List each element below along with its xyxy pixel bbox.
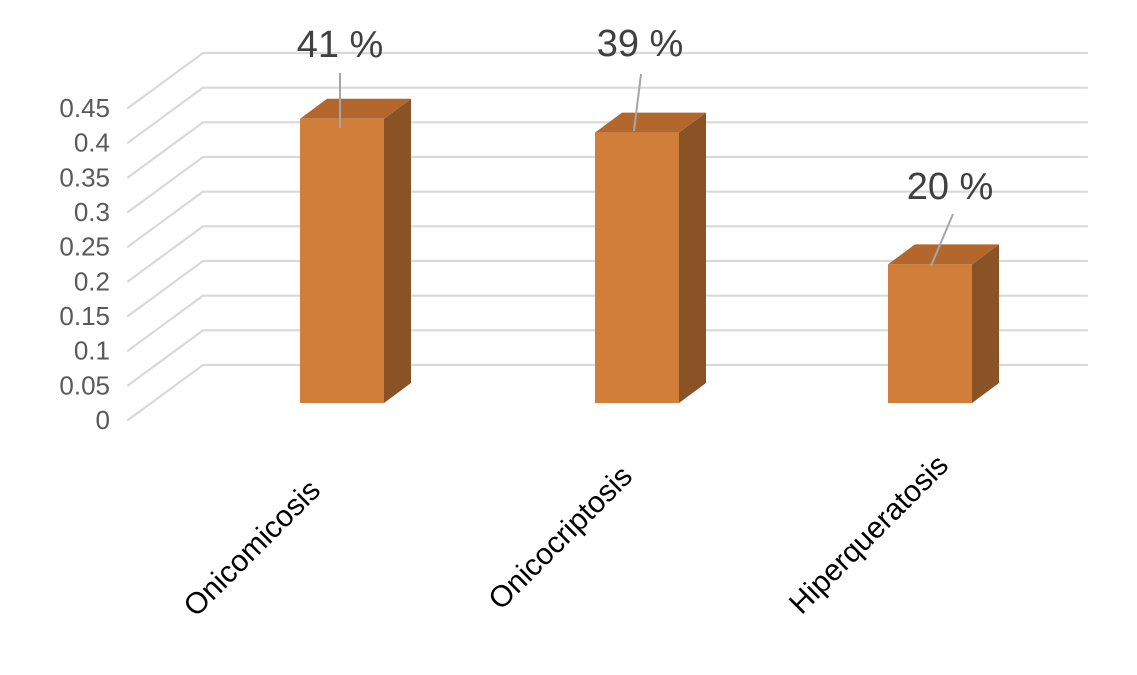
gridline-depth-tick bbox=[126, 121, 205, 179]
data-labels-layer: 41 % 39 % 20 % bbox=[297, 23, 994, 208]
bar-side-face bbox=[384, 98, 411, 403]
y-axis-tick-label: 0.15 bbox=[59, 301, 110, 331]
y-axis-tick-label: 0.45 bbox=[59, 93, 110, 123]
gridline-depth-tick bbox=[126, 259, 205, 318]
data-label: 41 % bbox=[297, 24, 384, 66]
y-axis-labels-layer: 0 0.05 0.1 0.15 0.2 0.25 0.3 0.35 0.4 0.45 bbox=[59, 93, 110, 435]
gridline-depth-tick bbox=[126, 225, 205, 283]
category-label: Onicocriptosis bbox=[482, 460, 639, 617]
gridline-depth-tick bbox=[126, 363, 205, 422]
bar-side-face bbox=[679, 112, 706, 403]
bar-onicomicosis bbox=[300, 98, 411, 403]
y-axis-tick-label: 0.2 bbox=[74, 266, 110, 296]
bars-layer bbox=[300, 98, 999, 403]
category-labels-layer: Onicomicosis Onicocriptosis Hiperqueratosi… bbox=[177, 449, 954, 623]
bar-front-face bbox=[300, 118, 384, 403]
y-axis-tick-label: 0.05 bbox=[59, 370, 110, 400]
gridline-depth-tick bbox=[126, 86, 205, 144]
bar-front-face bbox=[595, 132, 679, 403]
data-label-leader-line bbox=[633, 73, 642, 132]
y-axis-tick-label: 0.1 bbox=[74, 336, 110, 366]
y-axis-tick-label: 0.3 bbox=[74, 197, 110, 227]
bar-hiperqueratosis bbox=[888, 244, 999, 403]
y-axis-tick-label: 0.35 bbox=[59, 162, 110, 192]
gridline-depth-tick bbox=[126, 51, 205, 110]
y-axis-tick-label: 0 bbox=[96, 405, 110, 435]
bar-top-face bbox=[300, 98, 411, 119]
data-label: 20 % bbox=[907, 166, 994, 208]
leader-lines-layer bbox=[339, 73, 954, 267]
y-axis-tick-label: 0.25 bbox=[59, 232, 110, 262]
bar-top-face bbox=[888, 244, 999, 265]
y-axis-tick-label: 0.4 bbox=[74, 128, 110, 158]
category-label: Hiperqueratosis bbox=[783, 449, 955, 621]
data-label: 39 % bbox=[597, 23, 684, 65]
category-label: Onicomicosis bbox=[177, 474, 326, 623]
gridline-depth-tick bbox=[126, 155, 205, 214]
data-label-leader-line bbox=[930, 213, 954, 267]
gridline-depth-tick bbox=[126, 190, 205, 248]
gridline-depth-tick bbox=[126, 294, 205, 352]
bar-onicocriptosis bbox=[595, 112, 706, 403]
gridline-depth-tick bbox=[126, 329, 205, 387]
bar-side-face bbox=[972, 244, 999, 403]
bar-top-face bbox=[595, 112, 706, 133]
bar-front-face bbox=[888, 264, 972, 403]
